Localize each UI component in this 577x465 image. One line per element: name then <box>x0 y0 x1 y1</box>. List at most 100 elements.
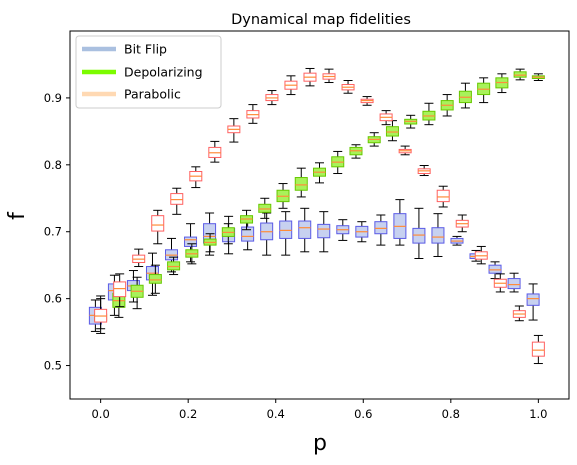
box-parabolic <box>398 145 412 156</box>
legend-label-depolarizing: Depolarizing <box>124 65 203 80</box>
box-bit-flip <box>298 207 312 253</box>
box-depolarizing <box>258 197 272 219</box>
x-axis-label: p <box>313 431 327 456</box>
boxes-layer <box>88 67 545 365</box>
box-body <box>436 189 450 203</box>
y-tick-label: 0.7 <box>44 225 62 239</box>
box-bit-flip <box>488 261 502 280</box>
box-depolarizing <box>221 223 235 245</box>
y-tick-label: 0.6 <box>44 292 62 306</box>
legend-frame <box>75 35 222 109</box>
box-body <box>258 203 272 213</box>
box-body <box>279 220 293 239</box>
box-depolarizing <box>495 73 509 94</box>
box-parabolic <box>341 80 355 94</box>
box-parabolic <box>132 248 146 268</box>
box-bit-flip <box>526 283 540 321</box>
box-bit-flip <box>355 221 369 243</box>
box-body <box>317 223 331 239</box>
box-parabolic <box>379 110 393 126</box>
box-depolarizing <box>440 94 454 117</box>
box-bit-flip <box>412 207 426 259</box>
legend-label-parabolic: Parabolic <box>124 87 181 102</box>
y-tick-label: 0.9 <box>44 91 62 105</box>
box-body <box>151 215 165 232</box>
box-parabolic <box>417 164 431 177</box>
box-parabolic <box>360 96 374 106</box>
chart-title: Dynamical map fidelities <box>231 12 411 28</box>
box-depolarizing <box>422 102 436 126</box>
box-parabolic <box>227 118 241 143</box>
box-depolarizing <box>148 264 162 294</box>
box-body <box>412 227 426 244</box>
box-body <box>507 278 521 290</box>
box-body <box>184 236 198 247</box>
box-body <box>170 193 184 205</box>
box-bit-flip <box>317 211 331 253</box>
box-bit-flip <box>450 235 464 246</box>
x-tick-label: 0.0 <box>91 407 109 421</box>
box-depolarizing <box>203 233 217 253</box>
box-parabolic <box>189 166 203 189</box>
x-tick-label: 0.2 <box>179 407 197 421</box>
box-depolarizing <box>185 243 199 265</box>
box-bit-flip <box>507 272 521 293</box>
box-parabolic <box>322 68 336 84</box>
box-parabolic <box>531 334 545 365</box>
x-tick-label: 0.8 <box>442 407 460 421</box>
box-parabolic <box>94 295 108 334</box>
box-parabolic <box>493 273 507 293</box>
box-parabolic <box>151 209 165 245</box>
y-axis: 0.5 0.6 0.7 0.8 0.9 <box>44 91 70 373</box>
box-parabolic <box>246 104 260 124</box>
box-bit-flip <box>393 199 407 246</box>
box-bit-flip <box>431 213 445 257</box>
x-tick-label: 0.6 <box>354 407 372 421</box>
box-parabolic <box>113 273 127 308</box>
box-body <box>167 261 181 271</box>
box-bit-flip <box>374 214 388 246</box>
box-depolarizing <box>167 256 181 276</box>
box-parabolic <box>284 75 298 96</box>
axes-frame <box>69 30 570 400</box>
box-body <box>531 341 545 357</box>
x-axis: 0.0 0.2 0.4 0.6 0.8 1.0 <box>91 399 548 421</box>
y-axis-label: f <box>5 211 30 220</box>
y-tick-label: 0.5 <box>44 359 62 373</box>
box-depolarizing <box>477 77 491 104</box>
box-parabolic <box>303 67 317 87</box>
box-depolarizing <box>513 68 527 81</box>
box-body <box>241 226 255 242</box>
box-depolarizing <box>331 150 345 175</box>
box-body <box>298 220 312 239</box>
series-parabolic <box>94 67 545 365</box>
box-body <box>431 227 445 244</box>
box-parabolic <box>208 140 222 163</box>
box-depolarizing <box>240 209 254 231</box>
box-body <box>488 264 502 274</box>
y-tick-label: 0.8 <box>44 158 62 172</box>
box-parabolic <box>474 245 488 265</box>
x-tick-label: 1.0 <box>529 407 547 421</box>
box-depolarizing <box>349 144 363 159</box>
box-parabolic <box>436 185 450 208</box>
box-body <box>526 293 540 306</box>
box-body <box>113 281 127 298</box>
box-depolarizing <box>458 82 472 109</box>
box-depolarizing <box>404 114 418 129</box>
box-depolarizing <box>294 167 308 198</box>
box-bit-flip <box>336 219 350 241</box>
box-depolarizing <box>130 276 144 310</box>
box-bit-flip <box>279 211 293 256</box>
box-depolarizing <box>531 73 545 82</box>
box-body <box>148 274 162 284</box>
box-depolarizing <box>313 162 326 184</box>
legend-label-bit-flip: Bit Flip <box>124 42 167 57</box>
box-depolarizing <box>367 132 381 147</box>
series-bit-flip <box>88 199 540 332</box>
series-depolarizing <box>94 68 545 330</box>
box-depolarizing <box>276 183 290 209</box>
box-body <box>374 221 388 235</box>
box-body <box>294 177 308 191</box>
